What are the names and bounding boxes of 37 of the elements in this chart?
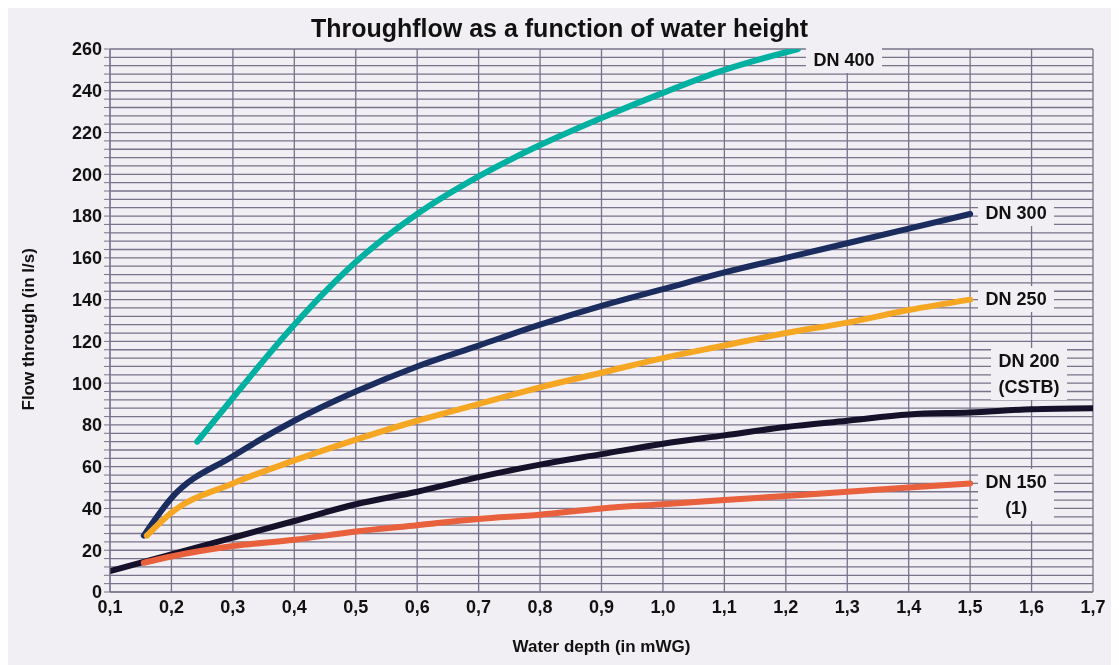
series-label: DN 400 [806,47,883,73]
x-axis-title: Water depth (in mWG) [512,637,691,656]
y-tick-label: 80 [81,415,102,436]
y-axis-title: Flow through (in l/s) [19,248,39,411]
x-tick-label: 0,5 [343,596,369,617]
x-tick-label: 0,7 [466,596,492,617]
x-tick-label: 0,2 [158,596,184,617]
y-tick-label: 240 [71,81,102,102]
series-label: DN 150 (1) [978,469,1055,522]
y-tick-label: 140 [71,290,102,311]
y-tick-label: 260 [71,39,102,60]
y-tick-label: 180 [71,206,102,227]
x-tick-label: 0,8 [527,596,553,617]
y-tick-label: 60 [81,457,102,478]
x-tick-label: 0,9 [588,596,615,617]
x-tick-label: 0,3 [220,596,246,617]
y-tick-label: 120 [71,331,102,352]
y-tick-label: 160 [71,248,102,269]
series-label: DN 300 [978,199,1055,226]
y-tick-label: 20 [81,540,102,561]
series-label: DN 200 (CSTB) [991,348,1067,401]
x-tick-label: 1,1 [711,596,737,617]
x-tick-label: 1,2 [773,596,799,617]
y-tick-label: 200 [71,164,102,185]
x-tick-label: 0,6 [404,596,430,617]
x-tick-label: 0,4 [281,596,307,617]
chart-title: Throughflow as a function of water height [310,14,809,42]
x-tick-label: 1,6 [1019,596,1045,617]
x-tick-label: 1,7 [1080,596,1106,617]
y-tick-label: 220 [71,122,102,143]
y-tick-label: 40 [81,498,102,519]
x-tick-label: 1,3 [834,596,860,617]
x-tick-label: 1,0 [650,596,676,617]
x-tick-label: 1,5 [957,596,983,617]
x-tick-label: 1,4 [896,596,922,617]
series-label: DN 250 [978,285,1055,312]
y-tick-label: 100 [71,373,102,394]
